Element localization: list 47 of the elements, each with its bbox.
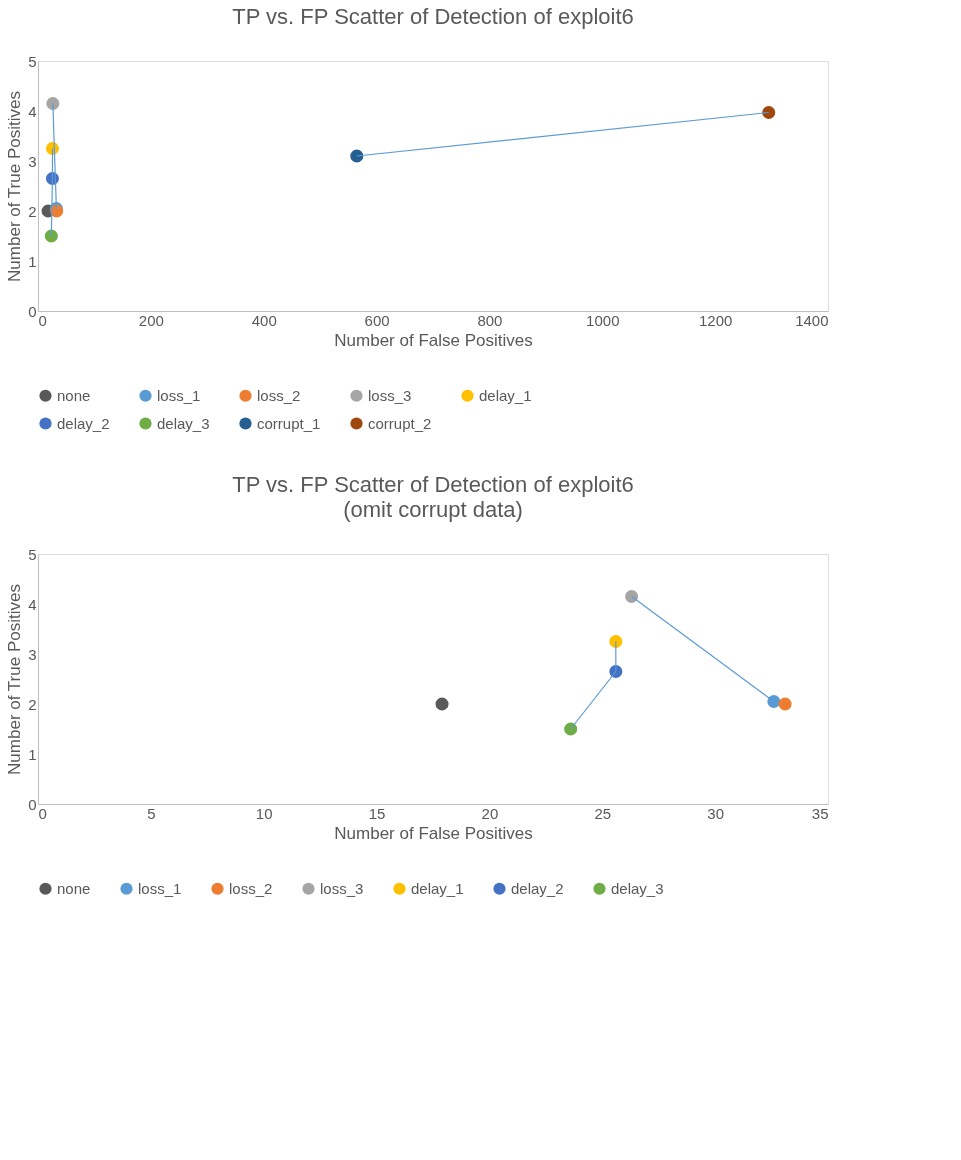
y-tick-label: 5 [28,52,37,70]
y-tick-label: 4 [28,595,37,613]
chart-title: TP vs. FP Scatter of Detection of exploit6 [232,472,634,497]
legend-label: loss_2 [229,879,273,897]
y-tick-label: 2 [28,202,37,220]
legend-label: loss_1 [138,879,182,897]
legend-label: delay_1 [479,386,532,404]
y-axis-title: Number of True Positives [5,91,25,282]
legend-label: loss_1 [157,386,201,404]
x-tick-label: 10 [255,804,273,822]
x-axis-title: Number of False Positives [334,823,533,843]
x-tick-label: 600 [364,311,390,329]
legend-label: delay_3 [157,414,210,432]
legend-label: none [57,386,91,404]
y-tick-label: 1 [28,252,37,270]
y-tick-label: 3 [28,152,37,170]
legend-label: none [57,879,91,897]
x-tick-label: 1000 [586,311,620,329]
x-tick-label: 25 [594,804,612,822]
legend-label: loss_3 [320,879,364,897]
x-tick-label: 1200 [698,311,733,329]
y-tick-label: 1 [28,745,37,763]
x-tick-label: 20 [481,804,499,822]
y-tick-label: 4 [28,102,37,120]
legend-label: delay_2 [57,414,110,432]
x-tick-label: 1400 [795,311,829,329]
legend-label: delay_2 [511,879,564,897]
x-axis-title: Number of False Positives [334,330,533,350]
x-tick-label: 200 [138,311,164,329]
chart-title: TP vs. FP Scatter of Detection of exploit6 [232,4,634,29]
y-tick-label: 5 [28,545,37,563]
y-axis-title: Number of True Positives [5,584,25,775]
legend-label: corrupt_2 [368,414,432,432]
x-tick-label: 15 [368,804,386,822]
chart-subtitle: (omit corrupt data) [343,497,523,522]
legend-label: delay_1 [411,879,464,897]
y-tick-label: 2 [28,695,37,713]
x-tick-label: 400 [251,311,277,329]
legend-label: loss_3 [368,386,412,404]
legend-label: delay_3 [611,879,664,897]
x-tick-label: 800 [477,311,503,329]
y-tick-label: 3 [28,645,37,663]
x-tick-label: 30 [707,804,724,822]
x-tick-label: 5 [147,804,156,822]
legend-label: corrupt_1 [257,414,321,432]
legend-label: loss_2 [257,386,301,404]
x-tick-label: 35 [811,804,829,822]
